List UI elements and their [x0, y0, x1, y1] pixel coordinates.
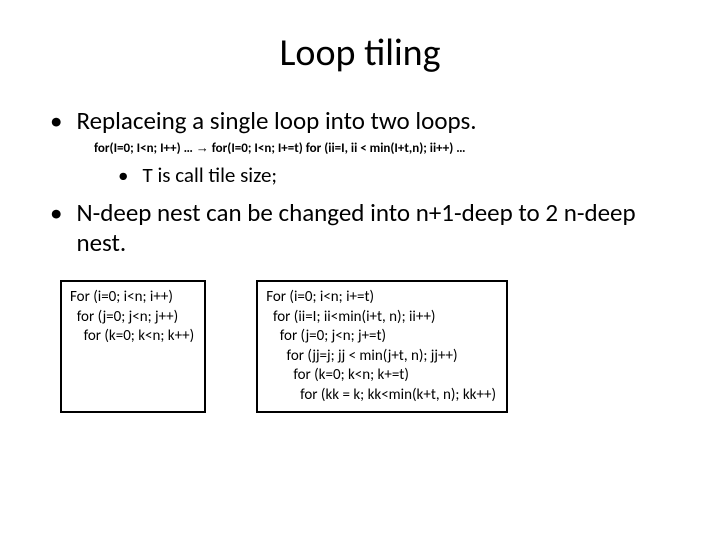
code-before: for(I=0; I<n; I++) … [94, 141, 196, 156]
arrow-icon: → [196, 140, 209, 155]
bullet-text-2: N-deep nest can be changed into n+1-deep… [76, 198, 680, 258]
slide-title: Loop tiling [40, 30, 680, 76]
bullet-replacing: • Replaceing a single loop into two loop… [50, 106, 680, 136]
bullet-tile-size: • T is call tile size; [118, 162, 680, 188]
inline-code-transform: for(I=0; I<n; I++) … → for(I=0; I<n; I+=… [94, 140, 680, 156]
code-after: for(I=0; I<n; I+=t) for (ii=I, ii < min(… [209, 141, 466, 156]
code-boxes-row: For (i=0; i<n; i++) for (j=0; j<n; j++) … [60, 280, 680, 413]
bullet-dot-2: • [50, 198, 62, 258]
bullet-ndeep: • N-deep nest can be changed into n+1-de… [50, 198, 680, 258]
box1-line3: for (k=0; k<n; k++) [70, 327, 194, 345]
box2-line6: for (kk = k; kk<min(k+t, n); kk++) [266, 386, 496, 404]
bullet-text-sub: T is call tile size; [142, 162, 277, 188]
box2-line5: for (k=0; k<n; k+=t) [266, 366, 409, 384]
box2-line1: For (i=0; i<n; i+=t) [266, 288, 374, 306]
box1-line2: for (j=0; j<n; j++) [70, 308, 178, 326]
box1-line1: For (i=0; i<n; i++) [70, 288, 173, 306]
bullet-dot-sub: • [118, 162, 128, 188]
bullet-text-1: Replaceing a single loop into two loops. [76, 106, 476, 136]
box2-line3: for (j=0; j<n; j+=t) [266, 327, 386, 345]
box2-line2: for (ii=I; ii<min(i+t, n); ii++) [266, 308, 435, 326]
code-box-tiled: For (i=0; i<n; i+=t) for (ii=I; ii<min(i… [256, 280, 508, 413]
box2-line4: for (jj=j; jj < min(j+t, n); jj++) [266, 347, 457, 365]
code-box-original: For (i=0; i<n; i++) for (j=0; j<n; j++) … [60, 280, 206, 413]
bullet-dot: • [50, 106, 62, 136]
